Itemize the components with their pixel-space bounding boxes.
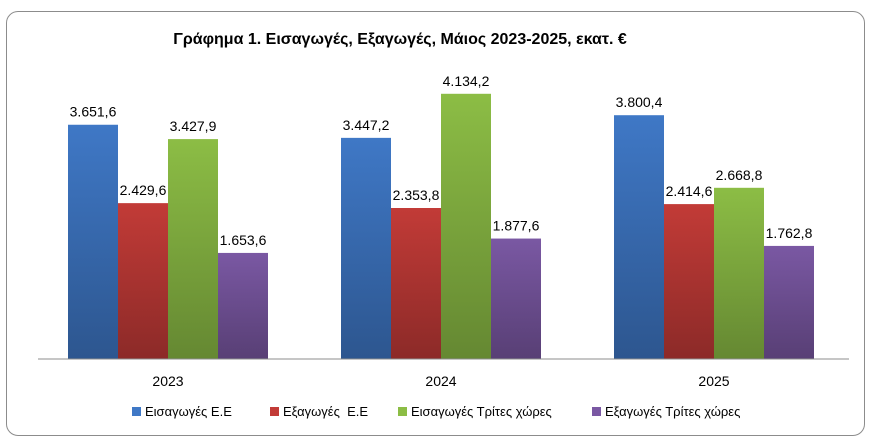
x-tick-label-2025: 2025 xyxy=(698,373,729,389)
value-label-2025-series-4: 1.762,8 xyxy=(766,225,813,241)
legend-label-series-1: Εισαγωγές Ε.Ε xyxy=(145,404,232,419)
value-label-2024-series-1: 3.447,2 xyxy=(343,117,390,133)
legend-swatch-series-1 xyxy=(132,407,141,416)
value-label-2025-series-3: 2.668,8 xyxy=(716,167,763,183)
value-label-2024-series-3: 4.134,2 xyxy=(443,73,490,89)
x-tick-labels: 2023 2024 2025 xyxy=(152,373,729,389)
legend-label-series-4: Εξαγωγές Τρίτες χώρες xyxy=(605,404,740,419)
value-label-2023-series-4: 1.653,6 xyxy=(220,232,267,248)
legend-label-series-3: Εισαγωγές Τρίτες χώρες xyxy=(411,404,552,419)
legend-label-series-2: Εξαγωγές Ε.Ε xyxy=(283,404,368,419)
value-label-2023-series-3: 3.427,9 xyxy=(170,118,217,134)
bar-2023-series-4 xyxy=(218,252,268,359)
bar-2025-series-3 xyxy=(714,187,764,359)
bars-group xyxy=(68,93,814,359)
bar-2025-series-2 xyxy=(664,204,714,359)
bar-2024-series-4 xyxy=(491,238,541,359)
legend-swatch-series-4 xyxy=(592,407,601,416)
bar-2023-series-1 xyxy=(68,124,118,359)
value-label-2025-series-1: 3.800,4 xyxy=(616,94,663,110)
legend-swatch-series-3 xyxy=(398,407,407,416)
bar-2024-series-1 xyxy=(341,137,391,359)
bar-2024-series-3 xyxy=(441,93,491,359)
value-label-2024-series-4: 1.877,6 xyxy=(493,218,540,234)
x-tick-label-2023: 2023 xyxy=(152,373,183,389)
legend-swatch-series-2 xyxy=(270,407,279,416)
value-label-2023-series-1: 3.651,6 xyxy=(70,104,117,120)
value-label-2023-series-2: 2.429,6 xyxy=(120,182,167,198)
bar-2024-series-2 xyxy=(391,208,441,359)
chart-title: Γράφημα 1. Εισαγωγές, Εξαγωγές, Μάιος 20… xyxy=(173,31,627,48)
x-tick-label-2024: 2024 xyxy=(425,373,456,389)
legend: Εισαγωγές Ε.Ε Εξαγωγές Ε.Ε Εισαγωγές Τρίτε… xyxy=(132,404,740,419)
bar-2023-series-2 xyxy=(118,203,168,359)
value-label-2025-series-2: 2.414,6 xyxy=(666,183,713,199)
bar-2023-series-3 xyxy=(168,139,218,359)
bar-2025-series-4 xyxy=(764,245,814,359)
value-label-2024-series-2: 2.353,8 xyxy=(393,187,440,203)
bar-2025-series-1 xyxy=(614,115,664,359)
value-labels-group: 3.651,6 2.429,6 3.427,9 1.653,6 3.447,2 2.353… xyxy=(70,73,813,248)
